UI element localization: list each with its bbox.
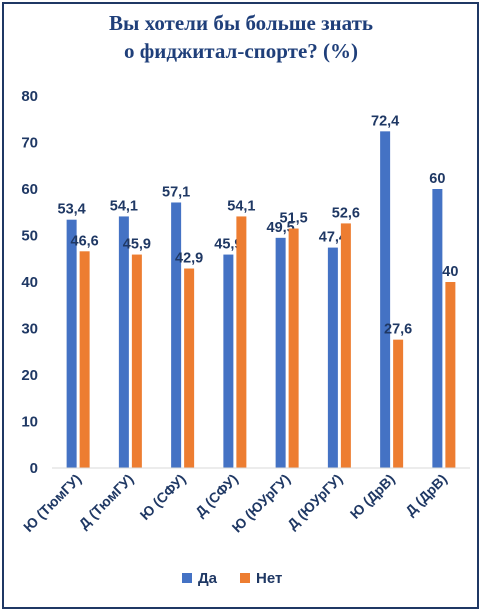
chart-subtitle: о фиджитал-спорте? (%) [124,39,358,63]
x-tick-label: Д (ТюмГУ) [75,471,136,532]
data-label: 27,6 [384,322,412,338]
bar-da [171,202,182,469]
data-label: 42,9 [175,251,203,267]
data-label: 46,6 [71,233,99,249]
bar-da [118,216,129,468]
bar-da [432,189,443,468]
y-tick-label: 10 [21,414,38,431]
y-tick-label: 30 [21,321,38,338]
y-tick-label: 40 [21,274,38,291]
x-tick-label: Д (СФУ) [192,471,241,520]
x-tick-label: Д (ЮУрГУ) [284,471,346,533]
bar-da [380,131,391,468]
legend: Да Нет [182,570,282,587]
x-tick-label: Ю (ДрВ) [347,471,398,522]
data-label: 72,4 [371,113,399,129]
legend-label: Нет [256,570,282,587]
y-axis: 0 10 20 30 40 50 60 70 80 [21,88,38,477]
bar-net [393,339,404,468]
data-label: 57,1 [162,184,190,200]
data-label: 53,4 [58,202,86,218]
bar-net [340,223,351,468]
legend-label: Да [198,570,218,587]
data-label: 47,4 [319,230,347,246]
bar-net [79,251,90,468]
y-tick-label: 70 [21,135,38,152]
y-tick-label: 0 [30,460,38,477]
bar-net [288,228,299,468]
data-label: 60 [429,171,445,187]
data-label: 51,5 [280,211,308,227]
x-tick-label: Ю (СФУ) [136,471,188,523]
bar-net [236,216,247,468]
y-tick-label: 20 [21,367,38,384]
x-tick-label: Ю (ТюмГУ) [20,471,84,535]
bars: 53,4 46,6 54,1 45,9 57,1 42,9 45,9 54,1 49,551,5… [58,113,458,469]
chart-title: Вы хотели бы больше знать [109,11,373,35]
bar-net [184,268,195,468]
bar-da [275,237,286,468]
x-tick-label: Д (ДрВ) [402,471,450,519]
bar-da [327,247,338,468]
y-tick-label: 60 [21,181,38,198]
data-label: 45,9 [123,237,151,253]
legend-swatch-net [240,573,250,583]
data-label: 40 [442,264,458,280]
bar-net [445,282,456,468]
data-label: 54,1 [110,198,138,214]
bar-net [131,254,142,468]
data-label: 45,9 [214,237,242,253]
data-label: 54,1 [227,198,255,214]
x-axis: Ю (ТюмГУ)Д (ТюмГУ) Ю (СФУ) Д (СФУ)Ю (ЮУрГУ… [20,467,470,535]
y-tick-label: 50 [21,228,38,245]
bar-da [66,219,77,468]
data-label: 49,5 [267,220,295,236]
y-tick-label: 80 [21,88,38,105]
bar-da [223,254,234,468]
data-label: 52,6 [332,205,360,221]
legend-swatch-da [182,573,192,583]
